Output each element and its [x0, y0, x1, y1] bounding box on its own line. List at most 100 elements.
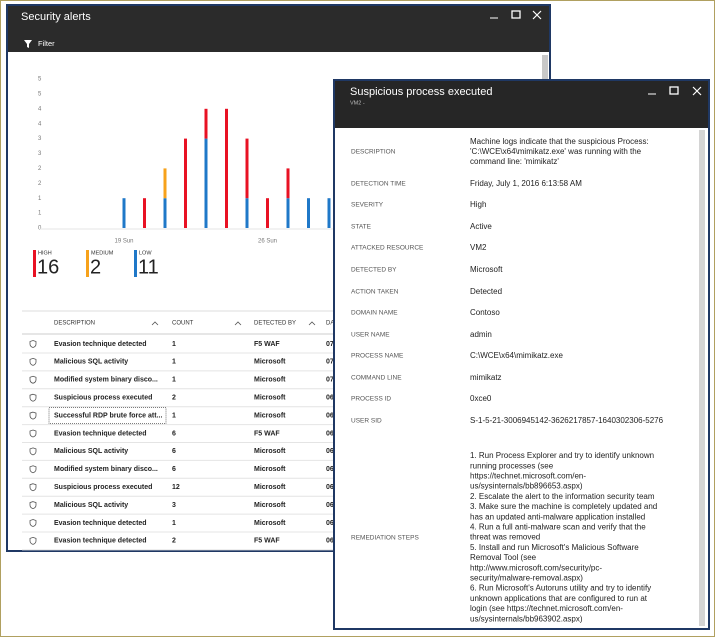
y-tick-label: 3 [38, 136, 42, 142]
table-cell[interactable]: Suspicious process executed [54, 484, 152, 491]
column-header[interactable]: DETECTED BY [254, 321, 296, 327]
sort-icon[interactable] [151, 321, 159, 326]
field-label: STATE [351, 224, 372, 231]
field-value: Microsoft [470, 265, 503, 274]
table-cell[interactable]: Suspicious process executed [54, 395, 152, 402]
bar-segment [225, 108, 228, 228]
maximize-button[interactable] [669, 86, 679, 95]
field-value: 4. Run a full anti-malware scan and veri… [470, 523, 646, 532]
table-cell: 06 [326, 430, 334, 437]
field-value: Contoso [470, 308, 500, 317]
filter-icon[interactable] [24, 40, 32, 48]
table-cell: 06 [326, 395, 334, 402]
table-cell: 6 [172, 448, 176, 455]
y-tick-label: 2 [38, 166, 42, 172]
field-label: DETECTED BY [351, 267, 397, 274]
column-header[interactable]: DESCRIPTION [54, 321, 95, 327]
table-cell[interactable]: Modified system binary disco... [54, 377, 158, 384]
field-value: 'C:\WCE\x64\mimikatz.exe' was running wi… [470, 147, 642, 156]
sort-icon[interactable] [234, 321, 242, 326]
field-label: USER SID [351, 418, 382, 425]
field-value: 2. Escalate the alert to the information… [470, 492, 655, 501]
bar-segment [245, 198, 249, 228]
legend-label: MEDIUM [91, 250, 114, 256]
table-cell[interactable]: Evasion technique detected [54, 430, 147, 437]
table-cell: 2 [172, 395, 176, 402]
table-cell: Microsoft [254, 395, 286, 402]
detail-title: Suspicious process executed [350, 86, 492, 98]
column-header[interactable]: COUNT [172, 321, 194, 327]
field-value: C:\WCE\x64\mimikatz.exe [470, 351, 563, 360]
field-label: COMMAND LINE [351, 375, 402, 382]
table-cell: 6 [172, 466, 176, 473]
table-cell[interactable]: Evasion technique detected [54, 520, 147, 527]
table-cell: 07 [326, 341, 334, 348]
field-value: has an updated anti-malware application … [470, 512, 645, 521]
left-header [8, 6, 549, 52]
table-cell[interactable]: Malicious SQL activity [54, 359, 128, 366]
table-cell: 1 [172, 341, 176, 348]
field-value: Machine logs indicate that the suspiciou… [470, 137, 649, 146]
sort-icon[interactable] [308, 321, 316, 326]
table-cell[interactable]: Malicious SQL activity [54, 448, 128, 455]
field-label: PROCESS ID [351, 396, 391, 403]
table-cell[interactable]: Evasion technique detected [54, 341, 147, 348]
legend-label: LOW [139, 250, 152, 256]
field-value: Friday, July 1, 2016 6:13:58 AM [470, 179, 582, 188]
field-value: http://www.microsoft.com/security/pc- [470, 563, 602, 572]
table-cell: 06 [326, 520, 334, 527]
field-value: VM2 [470, 243, 487, 252]
scrollbar-thumb[interactable] [542, 55, 548, 90]
close-button[interactable] [692, 86, 702, 96]
table-cell: 1 [172, 377, 176, 384]
table-cell: 1 [172, 412, 176, 419]
bar-segment [143, 198, 146, 228]
table-cell: Microsoft [254, 412, 286, 419]
field-value: us/sysinternals/bb963902.aspx) [470, 614, 583, 623]
field-value: us/sysinternals/bb896653.aspx) [470, 482, 583, 491]
table-cell: F5 WAF [254, 430, 280, 437]
y-tick-label: 5 [38, 91, 42, 97]
table-cell: Microsoft [254, 466, 286, 473]
table-cell[interactable]: Evasion technique detected [54, 538, 147, 545]
scrollbar-thumb[interactable] [699, 130, 705, 626]
table-cell[interactable]: Successful RDP brute force att... [54, 412, 162, 419]
alert-icon [29, 429, 37, 438]
table-cell: 1 [172, 520, 176, 527]
table-cell: 07 [326, 377, 334, 384]
legend-swatch [134, 250, 137, 277]
field-value: security/malware-removal.aspx) [470, 574, 583, 583]
close-button[interactable] [532, 10, 542, 20]
filter-button[interactable]: Filter [38, 39, 55, 48]
detail-panel [333, 79, 710, 630]
alert-icon [29, 357, 37, 366]
alert-icon [29, 501, 37, 510]
bar-segment [204, 138, 208, 228]
field-value: 0xce0 [470, 394, 492, 403]
column-header[interactable]: DA [326, 321, 334, 327]
field-label: SEVERITY [351, 202, 384, 209]
table-cell: 3 [172, 502, 176, 509]
field-value: 1. Run Process Explorer and try to ident… [470, 451, 654, 460]
bar-segment [163, 198, 167, 228]
table-cell: Microsoft [254, 502, 286, 509]
bar-segment [245, 138, 249, 199]
y-tick-label: 4 [38, 106, 42, 112]
field-label: DESCRIPTION [351, 149, 396, 156]
maximize-button[interactable] [511, 10, 521, 19]
detail-header [335, 81, 708, 128]
table-cell: Microsoft [254, 359, 286, 366]
table-cell[interactable]: Modified system binary disco... [54, 466, 158, 473]
table-cell: Microsoft [254, 520, 286, 527]
table-cell: 06 [326, 448, 334, 455]
field-label: PROCESS NAME [351, 353, 404, 360]
table-cell: 6 [172, 430, 176, 437]
legend-count: 16 [37, 256, 59, 278]
y-tick-label: 2 [38, 181, 42, 187]
bar-segment [286, 168, 290, 199]
table-cell: 07 [326, 359, 334, 366]
table-cell: 1 [172, 359, 176, 366]
table-cell: Microsoft [254, 484, 286, 491]
table-cell[interactable]: Malicious SQL activity [54, 502, 128, 509]
